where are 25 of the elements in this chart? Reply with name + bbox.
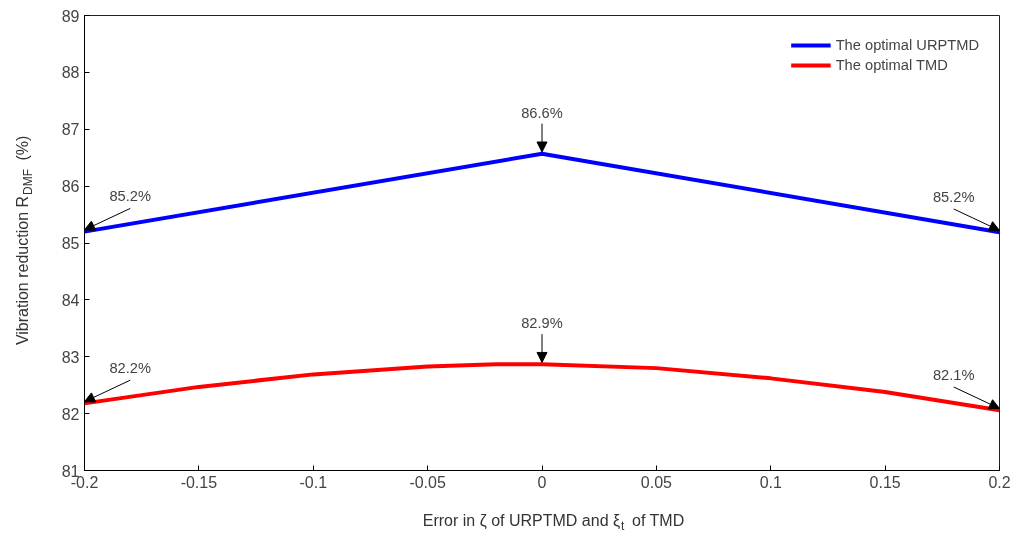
- x-tick-label: 0.15: [869, 473, 901, 491]
- y-tick-label: 84: [61, 291, 80, 309]
- x-tick-label: -0.15: [180, 473, 218, 491]
- y-tick-label: 86: [61, 178, 80, 196]
- x-tick-label: -0.05: [409, 473, 446, 491]
- y-tick-label: 82: [61, 405, 80, 423]
- x-tick-label: 0.05: [640, 473, 673, 491]
- x-tick-label: 0.1: [759, 473, 782, 491]
- x-tick-label: -0.1: [299, 473, 328, 491]
- annotation: 82.9%: [521, 315, 563, 332]
- annotation: 85.2%: [109, 188, 152, 205]
- y-tick-label: 89: [61, 7, 80, 25]
- y-tick-label: 88: [61, 64, 80, 82]
- y-tick-label: 85: [61, 235, 80, 252]
- x-tick-label: 0.2: [988, 473, 1011, 491]
- y-axis-title: Vibration reduction RDMF (%): [14, 135, 35, 346]
- x-tick-label: 0: [537, 473, 547, 491]
- annotation: 85.2%: [932, 188, 975, 205]
- legend-label: The optimal TMD: [835, 57, 948, 73]
- y-tick-label: 87: [61, 121, 80, 139]
- annotation: 82.2%: [109, 360, 152, 377]
- legend-label: The optimal URPTMD: [835, 37, 979, 53]
- annotation: 86.6%: [521, 104, 563, 121]
- y-tick-label: 83: [61, 348, 80, 366]
- annotation: 82.1%: [932, 366, 975, 383]
